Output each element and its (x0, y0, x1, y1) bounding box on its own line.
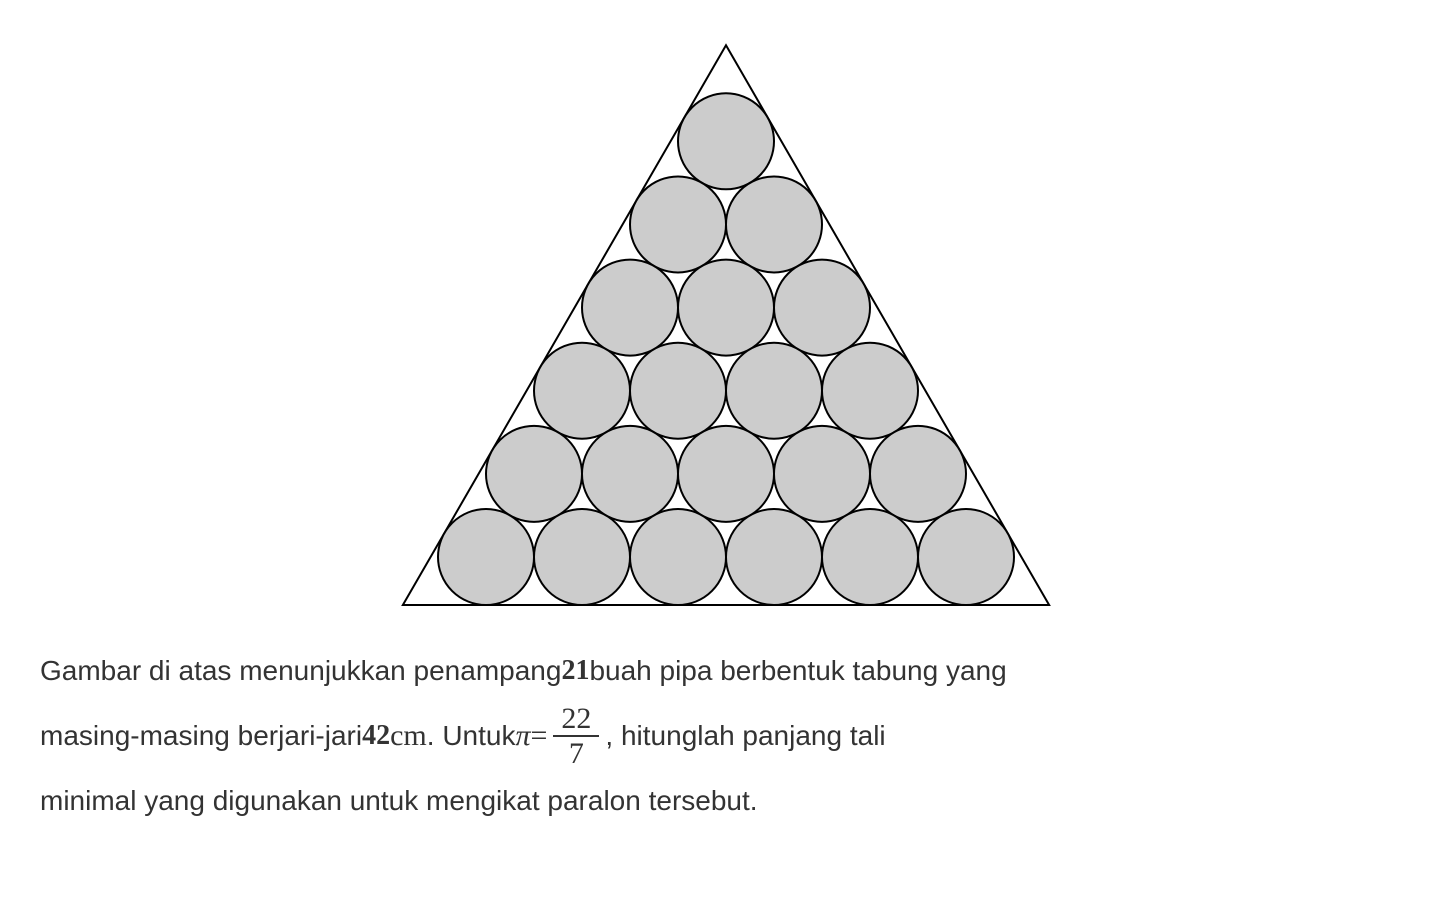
fraction-22-7: 22 7 (553, 702, 599, 770)
pipe-circle (678, 426, 774, 522)
pipe-circle (870, 426, 966, 522)
pipe-circle (726, 343, 822, 439)
pipe-circle (774, 426, 870, 522)
pipe-circle (486, 426, 582, 522)
text-segment: buah pipa berbentuk tabung yang (589, 640, 1006, 702)
pipe-circle (438, 509, 534, 605)
problem-text: Gambar di atas menunjukkan penampang 21 … (40, 640, 1412, 831)
pipe-circle (630, 343, 726, 439)
pipe-circle (678, 260, 774, 356)
pipe-circle (678, 93, 774, 189)
text-segment: minimal yang digunakan untuk mengikat pa… (40, 770, 758, 832)
pipe-circle (918, 509, 1014, 605)
fraction-numerator: 22 (553, 702, 599, 737)
pipe-circle (582, 260, 678, 356)
circle-packing-diagram (366, 20, 1086, 610)
pipe-circle (630, 509, 726, 605)
pipe-circle (534, 343, 630, 439)
pipe-circle (822, 343, 918, 439)
pipe-circle (534, 509, 630, 605)
text-segment: Gambar di atas menunjukkan penampang (40, 640, 561, 702)
number-21: 21 (561, 640, 589, 702)
pipe-circle (582, 426, 678, 522)
pipe-circle (774, 260, 870, 356)
unit-cm: cm (390, 703, 427, 769)
pipe-circle (726, 509, 822, 605)
pipe-circle (726, 176, 822, 272)
pi-symbol: π (515, 703, 530, 769)
number-42: 42 (362, 705, 390, 767)
text-line-3: minimal yang digunakan untuk mengikat pa… (40, 770, 1412, 832)
text-segment: masing-masing berjari-jari (40, 705, 362, 767)
pipe-circle (822, 509, 918, 605)
text-line-2: masing-masing berjari-jari 42 cm . Untuk… (40, 702, 1412, 770)
equals-sign: = (531, 703, 548, 769)
fraction-denominator: 7 (561, 737, 592, 770)
text-segment: , hitunglah panjang tali (605, 705, 885, 767)
diagram-container (40, 20, 1412, 610)
text-segment: . Untuk (427, 705, 516, 767)
pipe-circle (630, 176, 726, 272)
text-line-1: Gambar di atas menunjukkan penampang 21 … (40, 640, 1412, 702)
